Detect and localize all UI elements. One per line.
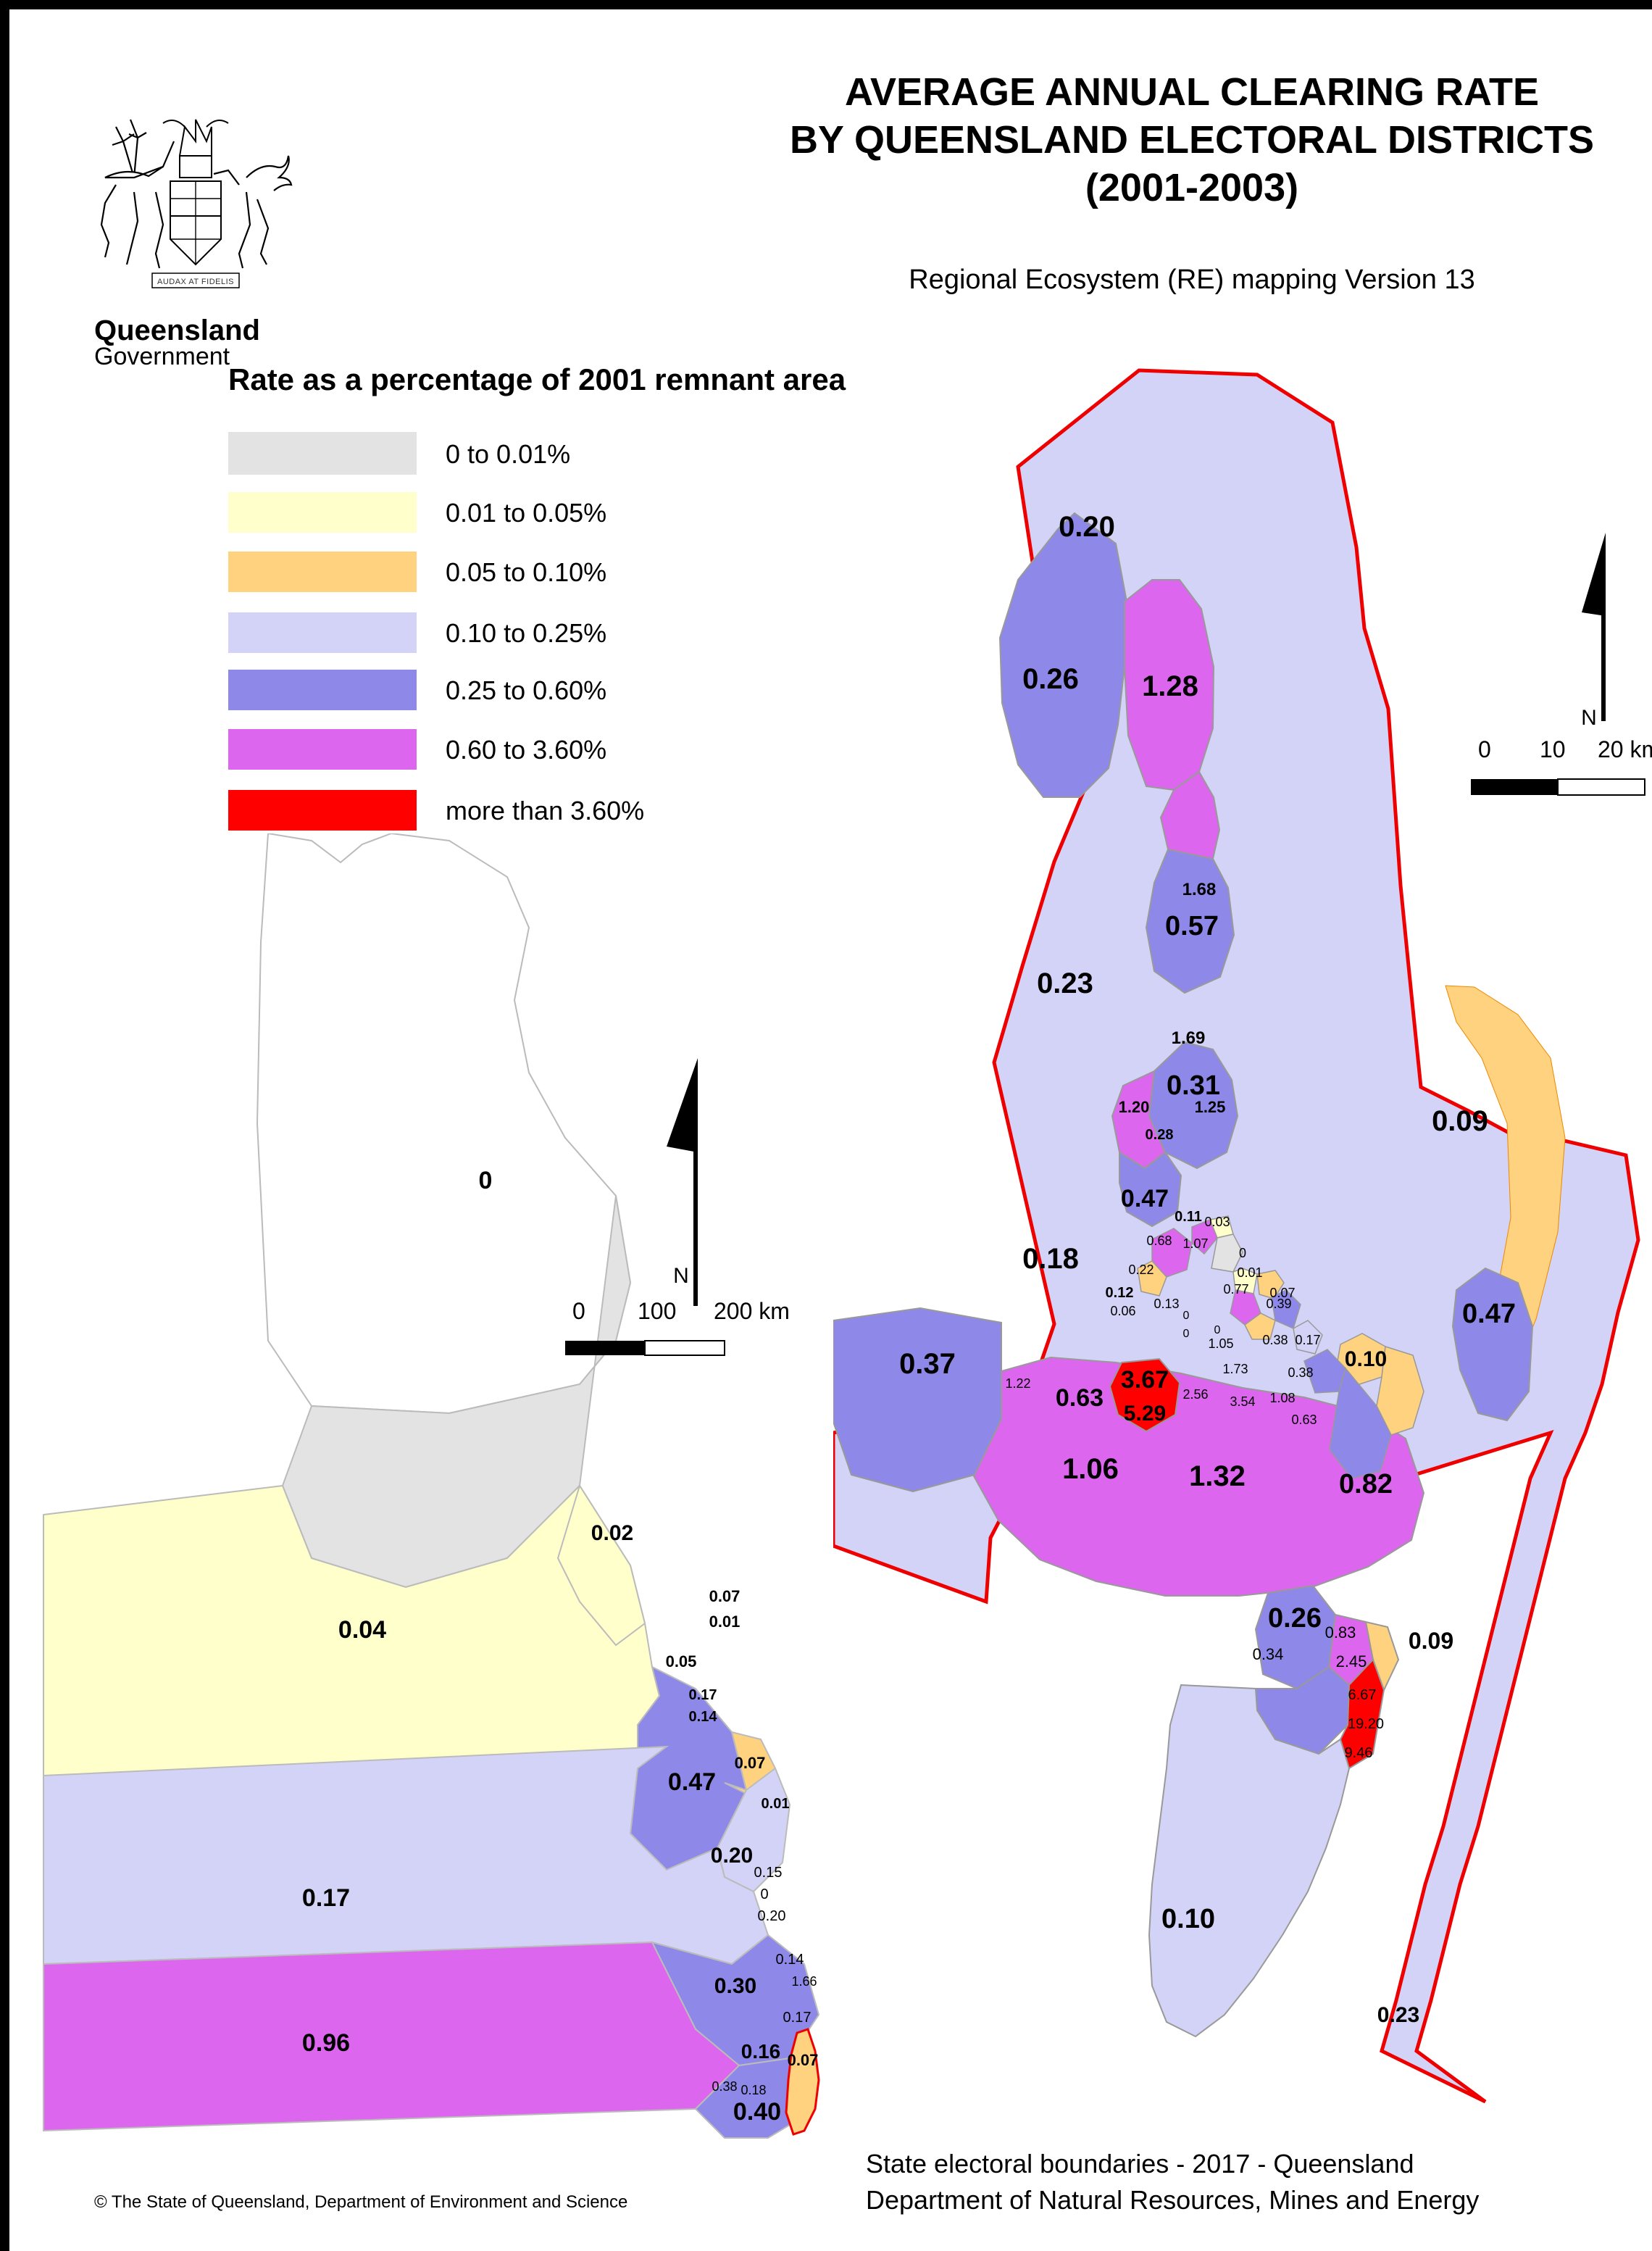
svg-text:0.31: 0.31 <box>1167 1070 1220 1101</box>
svg-text:0.63: 0.63 <box>1291 1412 1317 1427</box>
svg-text:0.68: 0.68 <box>1146 1233 1172 1248</box>
svg-text:0.07: 0.07 <box>788 2051 819 2069</box>
svg-text:0.10: 0.10 <box>1345 1347 1387 1371</box>
svg-text:0.47: 0.47 <box>668 1768 716 1796</box>
svg-text:0.15: 0.15 <box>754 1865 783 1881</box>
svg-text:19.20: 19.20 <box>1348 1716 1384 1732</box>
svg-text:5.29: 5.29 <box>1124 1402 1166 1426</box>
svg-text:0.96: 0.96 <box>302 2029 350 2057</box>
svg-text:0.17: 0.17 <box>783 2010 812 2026</box>
svg-text:0.16: 0.16 <box>741 2040 781 2063</box>
svg-text:6.67: 6.67 <box>1348 1687 1377 1703</box>
svg-text:0.01: 0.01 <box>709 1613 741 1631</box>
svg-text:0.18: 0.18 <box>741 2083 766 2097</box>
svg-text:3.54: 3.54 <box>1230 1394 1255 1409</box>
svg-text:0.09: 0.09 <box>1432 1105 1488 1137</box>
svg-text:0: 0 <box>1239 1246 1246 1260</box>
svg-text:0: 0 <box>1478 736 1491 762</box>
svg-text:0.01: 0.01 <box>1237 1265 1262 1280</box>
svg-text:0: 0 <box>1214 1324 1221 1336</box>
svg-text:0.26: 0.26 <box>1022 663 1079 695</box>
svg-text:0.14: 0.14 <box>689 1709 718 1725</box>
svg-text:0.34: 0.34 <box>1253 1645 1284 1663</box>
svg-text:20 km: 20 km <box>1598 736 1652 762</box>
svg-text:0.37: 0.37 <box>899 1348 956 1380</box>
svg-text:1.28: 1.28 <box>1142 670 1198 702</box>
svg-text:1.68: 1.68 <box>1182 880 1217 899</box>
svg-text:0.28: 0.28 <box>1146 1127 1174 1143</box>
svg-text:0.38: 0.38 <box>1288 1365 1313 1380</box>
svg-text:0.02: 0.02 <box>591 1521 633 1545</box>
svg-text:0.77: 0.77 <box>1223 1282 1248 1297</box>
svg-text:1.20: 1.20 <box>1119 1098 1150 1116</box>
svg-text:0: 0 <box>572 1298 585 1324</box>
svg-text:100: 100 <box>638 1298 676 1324</box>
svg-text:1.05: 1.05 <box>1208 1336 1233 1351</box>
svg-text:0.22: 0.22 <box>1128 1262 1154 1277</box>
svg-text:0.82: 0.82 <box>1339 1469 1393 1499</box>
svg-text:0.20: 0.20 <box>711 1844 753 1868</box>
svg-text:1.73: 1.73 <box>1222 1362 1248 1376</box>
svg-text:0.23: 0.23 <box>1377 2003 1419 2027</box>
svg-text:0.83: 0.83 <box>1325 1623 1356 1642</box>
svg-text:1.07: 1.07 <box>1182 1236 1208 1251</box>
svg-text:0: 0 <box>760 1886 768 1902</box>
svg-text:0.10: 0.10 <box>1161 1904 1215 1934</box>
svg-text:0.07: 0.07 <box>709 1587 741 1605</box>
svg-text:0.06: 0.06 <box>1110 1304 1135 1318</box>
svg-text:AUDAX AT FIDELIS: AUDAX AT FIDELIS <box>157 278 234 286</box>
svg-text:0: 0 <box>1183 1310 1190 1322</box>
svg-text:0.13: 0.13 <box>1154 1297 1179 1311</box>
svg-text:1.22: 1.22 <box>1005 1376 1030 1391</box>
svg-text:0.47: 0.47 <box>1121 1185 1169 1212</box>
svg-text:1.08: 1.08 <box>1269 1391 1295 1405</box>
svg-text:0.23: 0.23 <box>1037 968 1093 999</box>
svg-text:0.39: 0.39 <box>1266 1297 1291 1311</box>
svg-text:0.07: 0.07 <box>735 1754 766 1772</box>
svg-text:1.06: 1.06 <box>1062 1453 1119 1485</box>
svg-text:0.26: 0.26 <box>1268 1603 1322 1634</box>
svg-text:0.17: 0.17 <box>1295 1333 1320 1347</box>
svg-text:0.40: 0.40 <box>733 2098 781 2126</box>
svg-text:0.03: 0.03 <box>1204 1215 1230 1229</box>
svg-text:1.69: 1.69 <box>1172 1028 1206 1048</box>
svg-text:2.56: 2.56 <box>1182 1387 1208 1402</box>
svg-text:0.63: 0.63 <box>1056 1384 1104 1412</box>
svg-text:0.57: 0.57 <box>1165 911 1219 941</box>
svg-text:10: 10 <box>1540 736 1566 762</box>
svg-text:0: 0 <box>1183 1328 1190 1340</box>
svg-text:0.01: 0.01 <box>762 1796 790 1812</box>
svg-text:0.38: 0.38 <box>1262 1333 1288 1347</box>
svg-text:0.17: 0.17 <box>689 1687 717 1703</box>
svg-text:N: N <box>1581 706 1597 730</box>
svg-text:200 km: 200 km <box>714 1298 790 1324</box>
svg-text:0.20: 0.20 <box>1059 511 1115 543</box>
svg-text:0.38: 0.38 <box>712 2079 737 2094</box>
svg-text:0.12: 0.12 <box>1106 1285 1134 1301</box>
svg-text:0.18: 0.18 <box>1022 1243 1079 1275</box>
svg-text:0.05: 0.05 <box>666 1652 697 1670</box>
svg-text:3.67: 3.67 <box>1121 1366 1169 1394</box>
svg-text:1.66: 1.66 <box>791 1974 817 1989</box>
svg-text:0.14: 0.14 <box>776 1952 804 1968</box>
svg-text:2.45: 2.45 <box>1336 1652 1367 1670</box>
svg-text:0: 0 <box>479 1167 493 1194</box>
svg-text:0.11: 0.11 <box>1175 1209 1202 1225</box>
svg-text:0.20: 0.20 <box>758 1908 786 1924</box>
svg-text:0.47: 0.47 <box>1462 1299 1516 1329</box>
svg-text:1.32: 1.32 <box>1189 1460 1246 1492</box>
svg-text:0.09: 0.09 <box>1409 1628 1453 1654</box>
svg-text:0.17: 0.17 <box>302 1884 350 1912</box>
svg-text:9.46: 9.46 <box>1345 1745 1373 1761</box>
svg-text:0.04: 0.04 <box>338 1616 386 1644</box>
svg-text:0.30: 0.30 <box>714 1974 756 1998</box>
svg-text:N: N <box>673 1264 689 1288</box>
